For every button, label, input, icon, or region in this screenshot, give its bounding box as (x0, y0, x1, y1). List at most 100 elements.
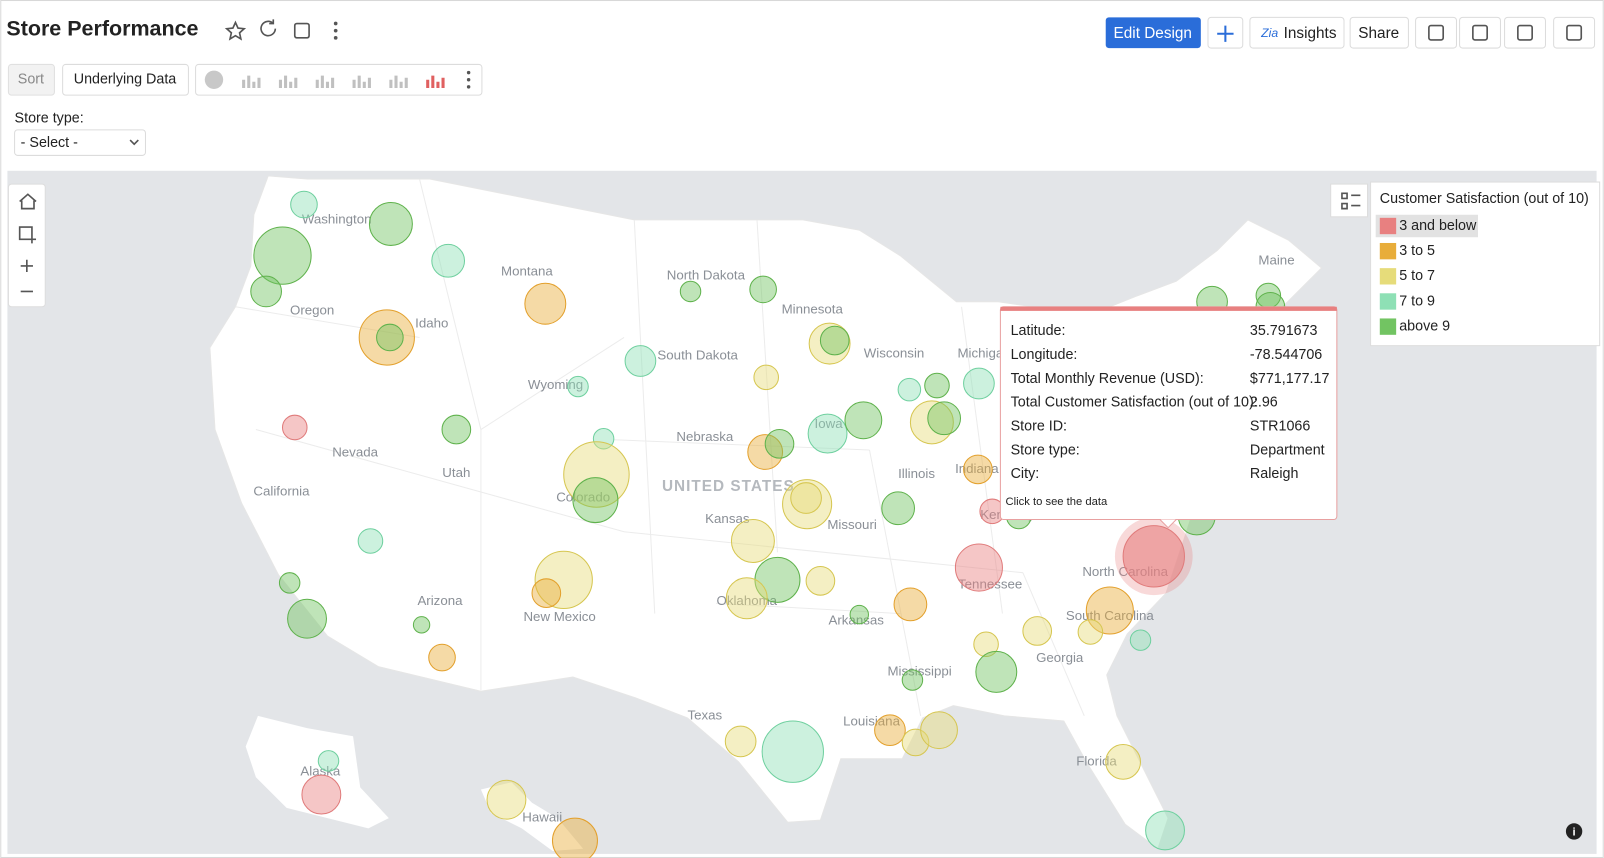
legend-swatch[interactable] (1379, 242, 1397, 260)
store-bubble[interactable] (1077, 619, 1104, 645)
store-bubble[interactable] (881, 491, 916, 526)
store-bubble[interactable] (431, 243, 466, 278)
legend-swatch[interactable] (1379, 318, 1397, 335)
store-bubble[interactable] (679, 280, 702, 303)
more-icon[interactable] (466, 70, 471, 75)
icon-glyph[interactable] (1472, 24, 1488, 41)
store-bubble[interactable] (531, 578, 562, 608)
zoom-in-icon[interactable] (20, 259, 33, 273)
selected-bubble[interactable] (1122, 525, 1185, 588)
chart-icon[interactable] (278, 75, 298, 88)
store-bubble[interactable] (486, 779, 527, 820)
filter-value[interactable]: - Select - (21, 135, 78, 151)
store-bubble[interactable] (368, 201, 413, 246)
store-bubble[interactable] (790, 482, 822, 514)
store-bubble[interactable] (567, 375, 589, 398)
header-icons[interactable] (1415, 16, 1596, 49)
store-bubble[interactable] (534, 550, 593, 609)
legend-toggle[interactable] (1330, 183, 1369, 218)
store-bubble[interactable] (924, 372, 950, 399)
chart-icon[interactable] (242, 75, 261, 88)
store-bubble[interactable] (317, 750, 340, 772)
zoom-controls[interactable] (7, 183, 46, 308)
legend-icon[interactable] (1341, 192, 1361, 210)
sort-button[interactable] (7, 63, 55, 96)
store-bubble[interactable] (805, 566, 836, 596)
chart-type-icons[interactable] (204, 70, 471, 89)
store-bubble[interactable] (782, 479, 833, 530)
store-bubble[interactable] (849, 604, 869, 625)
pie-icon[interactable] (204, 70, 224, 89)
store-bubble[interactable] (901, 669, 924, 691)
more-icon[interactable] (466, 78, 471, 82)
legend-swatch[interactable] (1379, 293, 1397, 310)
store-bubble[interactable] (753, 364, 779, 391)
store-bubble[interactable] (761, 720, 824, 783)
store-bubble[interactable] (376, 323, 404, 352)
edit-design-label[interactable]: Edit Design (1114, 25, 1192, 42)
legend-swatch[interactable] (1379, 268, 1397, 285)
underlying-data-button[interactable] (62, 63, 189, 96)
store-bubble[interactable] (909, 400, 954, 445)
store-bubble[interactable] (563, 441, 630, 508)
store-bubble[interactable] (901, 728, 930, 757)
save-icon[interactable] (293, 22, 310, 39)
home-icon[interactable] (19, 193, 37, 210)
plus-icon[interactable] (1217, 25, 1234, 42)
legend-label[interactable]: above 9 (1399, 318, 1450, 334)
insights-button[interactable] (1249, 16, 1345, 49)
share-button[interactable] (1349, 16, 1409, 49)
more-icon[interactable] (466, 85, 471, 89)
icon-glyph[interactable] (1428, 24, 1445, 41)
icon-glyph[interactable] (1566, 24, 1583, 41)
store-bubble[interactable] (301, 774, 342, 815)
more-icon[interactable] (333, 21, 338, 26)
store-bubble[interactable] (253, 226, 312, 285)
store-bubble[interactable] (281, 414, 308, 441)
store-bubble[interactable] (524, 282, 567, 325)
store-bubble[interactable] (624, 345, 657, 377)
insights-logo[interactable]: Zia (1260, 26, 1278, 40)
store-bubble[interactable] (730, 518, 775, 563)
more-icon[interactable] (333, 28, 338, 33)
select-arrow[interactable] (129, 139, 139, 146)
store-bubble[interactable] (1129, 629, 1152, 651)
store-bubble[interactable] (975, 650, 1018, 693)
store-bubble[interactable] (358, 309, 415, 366)
store-bubble[interactable] (963, 454, 993, 485)
store-bubble[interactable] (290, 190, 318, 219)
store-bubble[interactable] (441, 414, 472, 445)
chart-icon[interactable] (352, 75, 371, 88)
chart-icon[interactable] (426, 75, 445, 88)
icon-glyph[interactable] (1517, 24, 1533, 41)
chart-icon[interactable] (315, 75, 335, 88)
icon-button[interactable] (1415, 16, 1458, 49)
legend-label[interactable]: 7 to 9 (1399, 293, 1435, 309)
insights-label[interactable]: Insights (1284, 25, 1337, 42)
store-bubble[interactable] (1022, 616, 1053, 646)
store-bubble[interactable] (807, 413, 848, 454)
legend-swatch[interactable] (1379, 217, 1397, 235)
legend-items[interactable]: 3 and below 3 to 5 5 to 7 7 to 9 above 9 (1379, 217, 1477, 335)
store-bubble[interactable] (764, 429, 795, 459)
store-bubble[interactable] (724, 725, 757, 758)
legend-label[interactable]: 3 to 5 (1399, 243, 1435, 259)
icon-button[interactable] (1504, 16, 1546, 49)
store-bubble[interactable] (844, 401, 883, 440)
store-bubble[interactable] (749, 275, 777, 304)
chart-icon[interactable] (389, 75, 408, 88)
star-icon[interactable] (224, 20, 247, 41)
edit-design-button[interactable] (1105, 17, 1201, 49)
store-bubble[interactable] (1145, 810, 1185, 851)
store-bubble[interactable] (287, 598, 327, 639)
filter-select[interactable] (14, 129, 146, 156)
store-bubble[interactable] (963, 367, 995, 400)
store-bubble[interactable] (920, 711, 958, 750)
store-bubble[interactable] (973, 631, 999, 658)
info-glyph[interactable]: i (1573, 826, 1576, 838)
store-bubble[interactable] (819, 325, 850, 356)
icon-button[interactable] (1553, 16, 1596, 49)
store-bubble[interactable] (927, 401, 962, 436)
map[interactable]: UNITED STATES Washington Oregon Montana Ida… (7, 170, 1597, 858)
bubbles[interactable] (250, 190, 1286, 858)
